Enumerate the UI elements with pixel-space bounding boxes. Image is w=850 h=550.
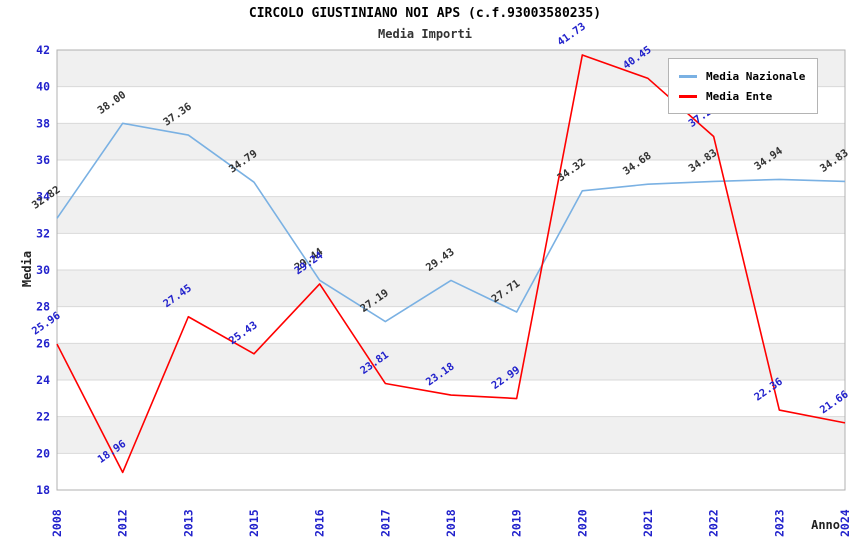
legend-item-media-ente: Media Ente — [679, 86, 805, 106]
y-tick-label: 34 — [36, 190, 50, 204]
plot-border — [56, 49, 846, 491]
y-tick-label: 38 — [36, 116, 50, 130]
y-tick-label: 36 — [36, 153, 50, 167]
x-tick-label: 2016 — [313, 509, 327, 537]
y-tick-label: 24 — [36, 373, 50, 387]
x-tick-label: 2008 — [50, 509, 64, 537]
legend-line-swatch-nazionale — [679, 74, 697, 78]
chart-subtitle: Media Importi — [378, 27, 472, 41]
x-tick-label: 2012 — [116, 509, 130, 537]
plot-band — [57, 416, 845, 454]
legend-line-swatch-ente — [679, 94, 697, 98]
plot-band — [57, 196, 845, 234]
x-tick-label: 2020 — [575, 509, 589, 537]
data-label: 38.00 — [96, 89, 129, 117]
plot-band — [57, 123, 845, 160]
legend-label-nazionale: Media Nazionale — [706, 69, 806, 83]
series-line-media-ente — [56, 54, 846, 474]
x-tick-label: 2013 — [181, 509, 195, 537]
x-tick-label: 2017 — [378, 509, 392, 537]
y-tick-label: 22 — [36, 410, 50, 424]
y-axis-title: Media — [20, 250, 34, 288]
x-tick-label: 2015 — [247, 509, 261, 537]
y-tick-label: 42 — [36, 43, 50, 57]
chart-title: CIRCOLO GIUSTINIANO NOI APS (c.f.9300358… — [248, 6, 602, 21]
y-tick-label: 30 — [36, 263, 50, 277]
data-label: 25.96 — [30, 310, 63, 338]
y-tick-label: 28 — [36, 300, 50, 314]
series-line-media-nazionale — [56, 122, 846, 323]
y-tick-label: 32 — [36, 226, 50, 240]
x-tick-label: 2023 — [772, 509, 786, 537]
legend: Media Nazionale Media Ente — [668, 58, 819, 114]
plot-band — [57, 343, 845, 380]
x-tick-label: 2022 — [707, 509, 721, 537]
x-tick-label: 2018 — [444, 509, 458, 537]
plot-band — [57, 270, 845, 307]
x-tick-label: 2021 — [641, 509, 655, 537]
x-tick-label: 2019 — [510, 509, 524, 537]
y-tick-label: 26 — [36, 336, 50, 350]
x-tick-label: 2024 — [838, 509, 850, 537]
legend-item-media-nazionale: Media Nazionale — [679, 66, 805, 86]
y-tick-label: 20 — [36, 446, 50, 460]
y-tick-label: 40 — [36, 80, 50, 94]
legend-label-ente: Media Ente — [706, 89, 773, 103]
y-tick-label: 18 — [36, 483, 50, 497]
x-axis-title: Anno — [811, 518, 840, 532]
